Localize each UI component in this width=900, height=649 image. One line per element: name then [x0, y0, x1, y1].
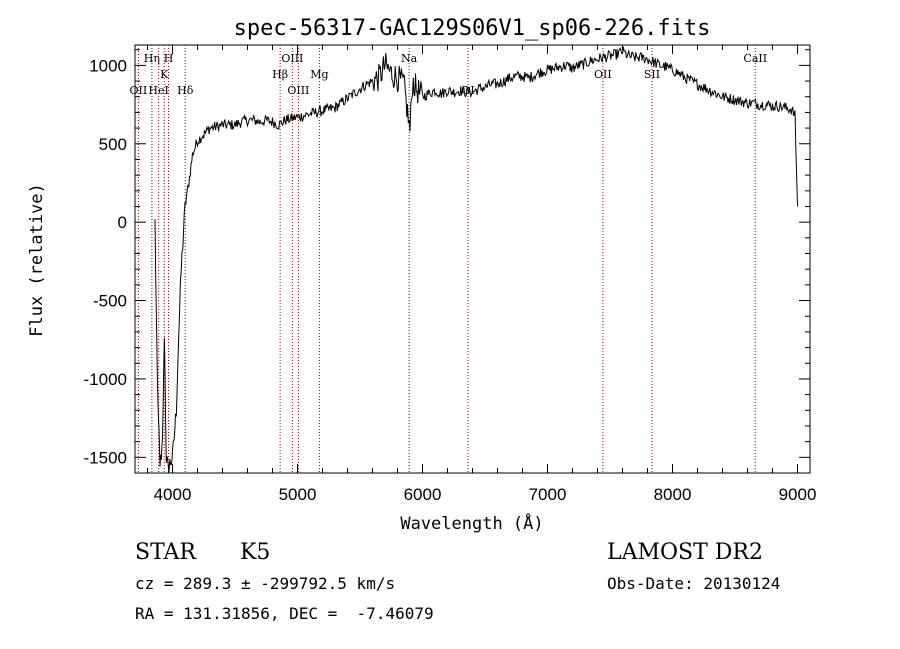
y-axis-ticks: -1500 -1000 -500 0 500 1000: [84, 49, 810, 474]
observation-date: Obs-Date: 20130124: [607, 574, 781, 593]
spectral-line-label: OII: [594, 68, 612, 81]
spectral-line-label: Hβ: [272, 68, 288, 81]
spectral-line-label: OIII: [281, 52, 303, 65]
y-axis-label: Flux (relative): [27, 183, 47, 337]
spectral-line-label: OIII: [287, 84, 309, 97]
x-tick-label: 8000: [654, 485, 692, 504]
x-tick-label: 9000: [779, 485, 817, 504]
x-axis-ticks: 4000 5000 6000 7000 8000 9000: [147, 45, 817, 504]
spectral-line-label: HeI: [148, 84, 168, 97]
spectral-line-label: Mg: [310, 68, 328, 81]
x-tick-label: 5000: [279, 485, 317, 504]
x-tick-label: 4000: [154, 485, 192, 504]
coordinates: RA = 131.31856, DEC = -7.46079: [135, 604, 434, 623]
redshift-velocity: cz = 289.3 ± -299792.5 km/s: [135, 574, 396, 593]
y-tick-label: -1000: [84, 370, 127, 389]
y-tick-label: 1000: [89, 56, 127, 75]
y-tick-label: 0: [118, 213, 127, 232]
spectral-line-label: CaII: [743, 52, 767, 65]
survey-name: LAMOST DR2: [607, 540, 763, 565]
spectral-line-label: Na: [401, 52, 418, 65]
object-class: STAR: [135, 540, 196, 565]
object-subclass: K5: [240, 540, 271, 565]
y-tick-label: -1500: [84, 448, 127, 467]
spectral-line-label: SII: [644, 68, 660, 81]
chart-title: spec-56317-GAC129S06V1_sp06-226.fits: [234, 16, 711, 41]
spectral-line-label: Hδ: [177, 84, 194, 97]
x-axis-label: Wavelength (Å): [400, 512, 543, 534]
spectral-line-label: OII: [130, 84, 148, 97]
plot-frame: [134, 44, 811, 474]
y-tick-label: -500: [93, 292, 127, 311]
spectrum-line: [154, 46, 798, 474]
x-tick-label: 7000: [529, 485, 567, 504]
x-tick-label: 6000: [404, 485, 442, 504]
y-tick-label: 500: [99, 135, 127, 154]
spectral-line-label: Hη: [144, 52, 160, 65]
spectral-line-label: H: [164, 52, 174, 65]
spectral-line-label: K: [160, 68, 169, 81]
